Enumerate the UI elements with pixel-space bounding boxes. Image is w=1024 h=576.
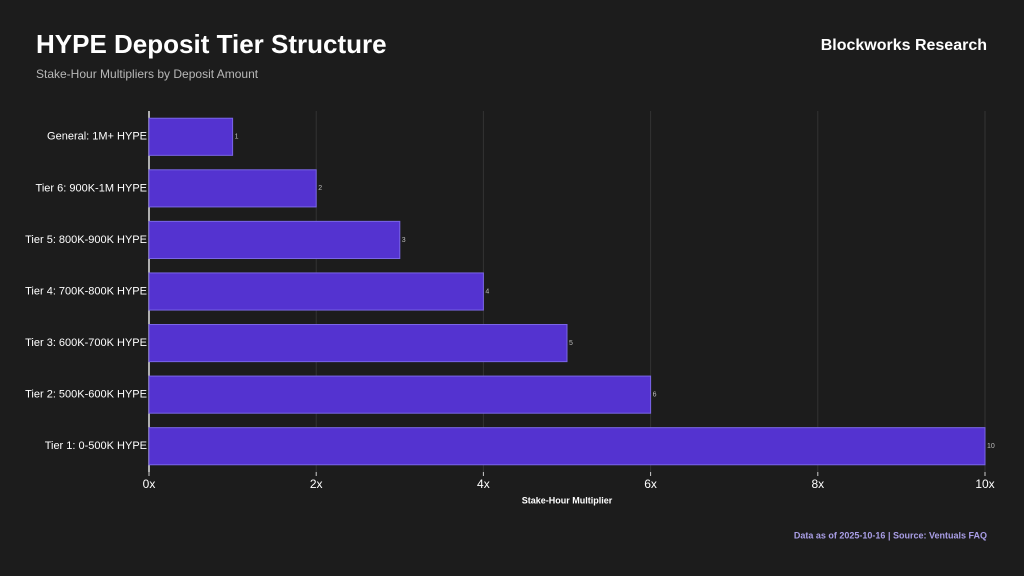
- bar: [148, 272, 484, 311]
- y-tick-label: Tier 2: 500K-600K HYPE: [25, 389, 147, 401]
- bar: [148, 427, 986, 466]
- y-tick-label: Tier 3: 600K-700K HYPE: [25, 337, 147, 349]
- value-label: 1: [235, 134, 239, 141]
- y-tick-label: General: 1M+ HYPE: [47, 131, 147, 143]
- chart-subtitle: Stake-Hour Multipliers by Deposit Amount: [36, 67, 259, 81]
- y-tick-label: Tier 6: 900K-1M HYPE: [36, 182, 147, 194]
- x-tick-label: 4x: [477, 477, 490, 491]
- x-tick-label: 0x: [143, 477, 156, 491]
- value-label: 6: [653, 391, 657, 398]
- brand: Blockworks Research: [821, 37, 987, 54]
- bar: [148, 324, 568, 363]
- value-label: 3: [402, 237, 406, 244]
- x-tick-label: 10x: [975, 477, 994, 491]
- source-note: Data as of 2025-10-16 | Source: Ventuals…: [794, 530, 987, 540]
- value-label: 10: [987, 443, 995, 450]
- bar: [148, 220, 401, 259]
- value-label: 4: [485, 288, 489, 295]
- chart-title: HYPE Deposit Tier Structure: [36, 29, 387, 59]
- value-label: 5: [569, 340, 573, 347]
- y-tick-label: Tier 1: 0-500K HYPE: [45, 440, 147, 452]
- bar: [148, 375, 652, 414]
- y-tick-label: Tier 5: 800K-900K HYPE: [25, 234, 147, 246]
- x-tick-label: 6x: [644, 477, 657, 491]
- x-tick-label: 2x: [310, 477, 323, 491]
- x-axis-title: Stake-Hour Multiplier: [522, 495, 613, 505]
- bar: [148, 117, 234, 156]
- bar: [148, 169, 317, 208]
- value-label: 2: [318, 185, 322, 192]
- x-tick-label: 8x: [811, 477, 824, 491]
- y-tick-label: Tier 4: 700K-800K HYPE: [25, 285, 147, 297]
